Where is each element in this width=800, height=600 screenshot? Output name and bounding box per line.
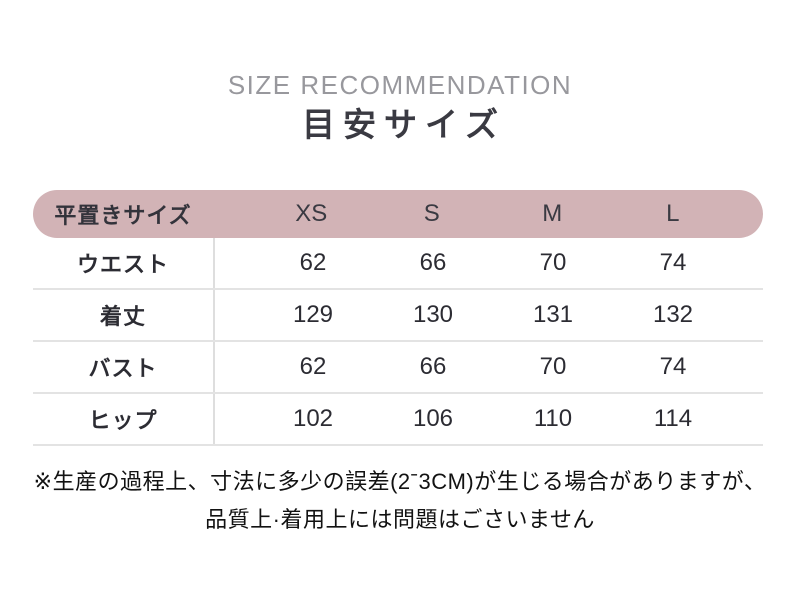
size-header-m: M bbox=[542, 200, 563, 227]
size-header-xs: XS bbox=[295, 200, 328, 227]
row-values: 102 106 110 114 bbox=[213, 394, 763, 444]
title-block: SIZE RECOMMENDATION 目安サイズ bbox=[0, 72, 800, 141]
size-value-cell: 62 bbox=[299, 249, 327, 276]
row-label: 着丈 bbox=[99, 304, 146, 329]
size-value-cell: 74 bbox=[659, 249, 687, 276]
size-value-cell: 130 bbox=[412, 301, 454, 328]
table-row-bust: バスト 62 66 70 74 bbox=[33, 342, 763, 394]
size-value-cell: 70 bbox=[539, 249, 567, 276]
size-value-cell: 62 bbox=[299, 353, 327, 380]
size-value-cell: 74 bbox=[659, 353, 687, 380]
subtitle-english: SIZE RECOMMENDATION bbox=[227, 70, 573, 100]
table-row-waist: ウエスト 62 66 70 74 bbox=[33, 238, 763, 290]
size-value-cell: 70 bbox=[539, 353, 567, 380]
disclaimer-notes: ※生産の過程上、寸法に多少の誤差(2ˉ3CM)が生じる場合がありますが、 品質上… bbox=[0, 463, 800, 539]
note-line-1: ※生産の過程上、寸法に多少の誤差(2ˉ3CM)が生じる場合がありますが、 bbox=[33, 469, 767, 494]
size-value-cell: 66 bbox=[419, 249, 447, 276]
row-values: 62 66 70 74 bbox=[213, 238, 763, 288]
size-value-cell: 131 bbox=[532, 301, 574, 328]
table-row-hip: ヒップ 102 106 110 114 bbox=[33, 394, 763, 446]
table-row-length: 着丈 129 130 131 132 bbox=[33, 290, 763, 342]
row-label: ヒップ bbox=[88, 408, 158, 433]
corner-label: 平置きサイズ bbox=[54, 203, 192, 228]
row-values: 129 130 131 132 bbox=[213, 290, 763, 340]
note-line-2: 品質上·着用上には問題はごさいません bbox=[205, 507, 595, 532]
size-value-cell: 129 bbox=[292, 301, 334, 328]
size-table: 平置きサイズ XS S M L ウエスト 62 66 70 74 着丈 129 … bbox=[33, 190, 763, 446]
row-label: バスト bbox=[88, 356, 158, 381]
size-value-cell: 110 bbox=[533, 405, 573, 432]
page-title: 目安サイズ bbox=[301, 106, 506, 143]
size-value-cell: 132 bbox=[652, 301, 694, 328]
size-value-cell: 106 bbox=[412, 405, 454, 432]
size-value-cell: 102 bbox=[292, 405, 334, 432]
row-values: 62 66 70 74 bbox=[213, 342, 763, 392]
size-value-cell: 114 bbox=[653, 405, 693, 432]
header-size-cells: XS S M L bbox=[213, 190, 763, 238]
size-value-cell: 66 bbox=[419, 353, 447, 380]
size-header-s: S bbox=[423, 200, 440, 227]
size-table-header-row: 平置きサイズ XS S M L bbox=[33, 190, 763, 238]
size-header-l: L bbox=[666, 200, 680, 227]
row-label: ウエスト bbox=[76, 252, 169, 277]
